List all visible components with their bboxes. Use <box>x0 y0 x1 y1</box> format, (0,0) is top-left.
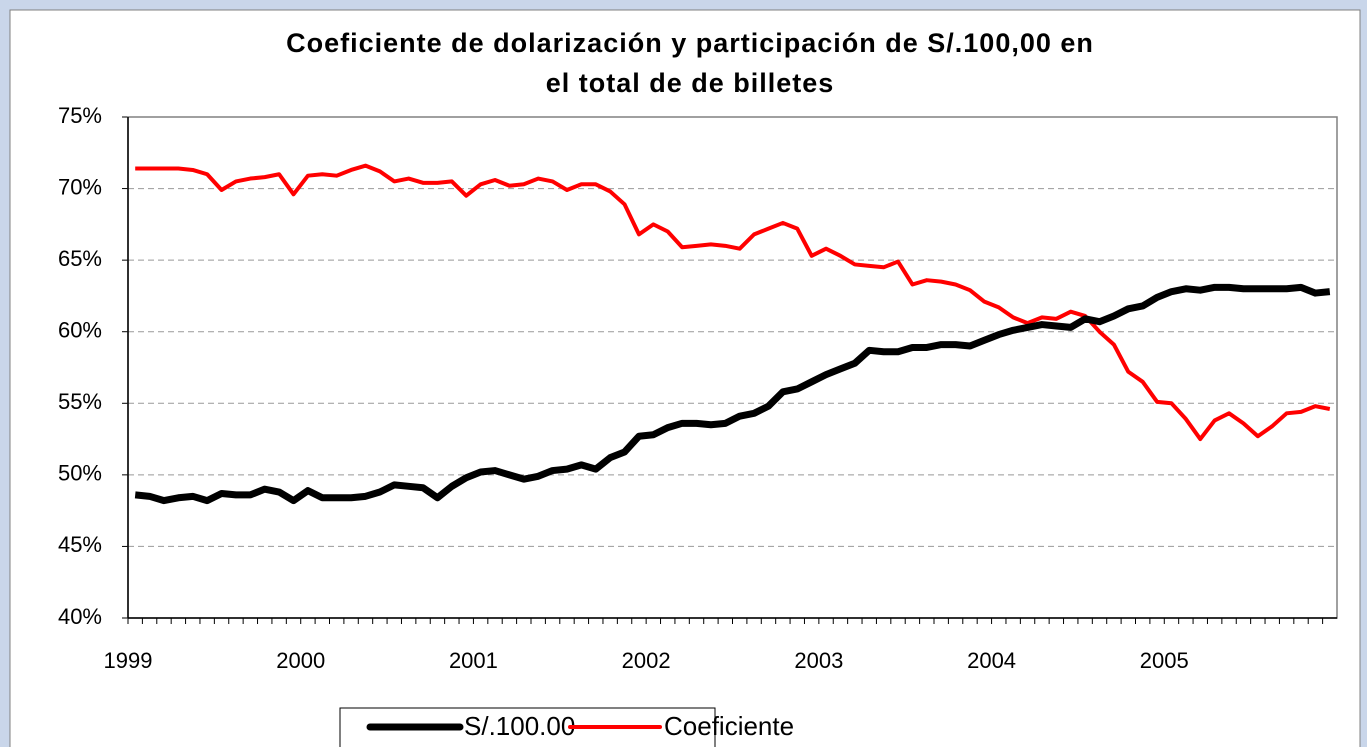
chart-title: Coeficiente de dolarización y participac… <box>286 28 1094 58</box>
y-tick-label: 50% <box>58 461 102 486</box>
x-tick-label: 2004 <box>967 648 1016 673</box>
y-tick-label: 65% <box>58 246 102 271</box>
y-tick-label: 60% <box>58 318 102 343</box>
x-tick-label: 2002 <box>622 648 671 673</box>
y-tick-label: 45% <box>58 532 102 557</box>
y-tick-label: 40% <box>58 604 102 629</box>
x-tick-label: 2001 <box>449 648 498 673</box>
x-tick-label: 1999 <box>104 648 153 673</box>
y-tick-label: 55% <box>58 389 102 414</box>
y-tick-label: 75% <box>58 103 102 128</box>
x-tick-label: 2000 <box>276 648 325 673</box>
x-tick-label: 2003 <box>794 648 843 673</box>
chart-title: el total de de billetes <box>546 68 835 98</box>
series-line <box>135 163 1331 442</box>
legend-label: S/.100.00 <box>464 711 575 741</box>
x-tick-label: 2005 <box>1140 648 1189 673</box>
y-tick-label: 70% <box>58 174 102 199</box>
chart-area <box>9 9 1361 747</box>
legend-label: Coeficiente <box>664 711 794 741</box>
series-line <box>134 283 1331 505</box>
